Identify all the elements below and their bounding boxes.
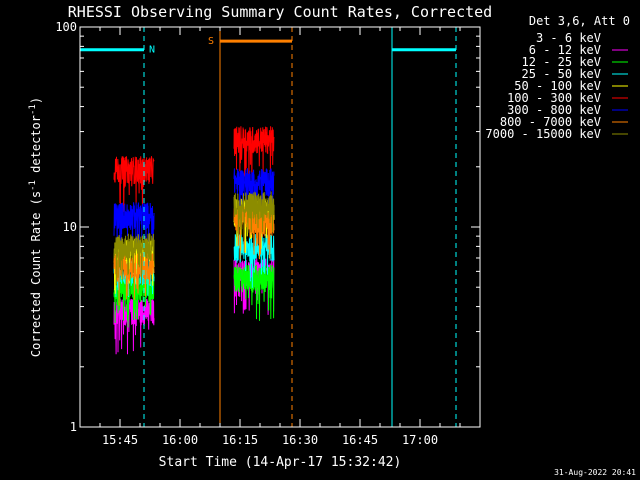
y-axis-label: Corrected Count Rate (s-1 detector-1) bbox=[28, 97, 43, 357]
series-7-segment-1 bbox=[113, 202, 155, 258]
x-axis: 15:45 16:00 16:15 16:30 16:45 17:00 bbox=[79, 27, 481, 447]
legend-entry-6: 100 - 300 keV bbox=[507, 91, 601, 105]
x-tick-label: 16:45 bbox=[342, 433, 378, 447]
series-9 bbox=[113, 191, 275, 286]
y-tick-label: 100 bbox=[55, 20, 77, 34]
series-7-segment-2 bbox=[233, 168, 275, 224]
series-8-segment-1 bbox=[113, 250, 155, 306]
marker-label-2: S bbox=[208, 36, 214, 47]
x-tick-label: 16:30 bbox=[282, 433, 318, 447]
legend-entry-8: 800 - 7000 keV bbox=[500, 115, 601, 129]
y-axis-label-main: Corrected Count Rate (s bbox=[29, 191, 43, 357]
y-axis-label-sup2: -1 bbox=[28, 104, 38, 115]
marker-2: S bbox=[208, 27, 293, 427]
legend-title: Det 3,6, Att 0 bbox=[529, 14, 630, 28]
y-axis-label-sup1: -1 bbox=[28, 180, 38, 191]
series-6-segment-2 bbox=[233, 126, 275, 182]
legend-entry-2: 6 - 12 keV bbox=[529, 43, 601, 57]
series-9-segment-1 bbox=[113, 232, 155, 286]
legend-entry-3: 12 - 25 keV bbox=[522, 55, 601, 69]
x-tick-label: 16:00 bbox=[162, 433, 198, 447]
x-tick-label: 15:45 bbox=[102, 433, 138, 447]
x-tick-label: 16:15 bbox=[222, 433, 258, 447]
series-6 bbox=[113, 126, 275, 212]
series-7 bbox=[113, 168, 275, 258]
timestamp-label: 31-Aug-2022 20:41 bbox=[554, 468, 636, 477]
legend-entry-1: 3 - 6 keV bbox=[536, 31, 601, 45]
marker-3 bbox=[391, 27, 457, 427]
marker-label-1: N bbox=[149, 45, 155, 56]
x-tick-label: 17:00 bbox=[402, 433, 438, 447]
legend-entry-4: 25 - 50 keV bbox=[522, 67, 601, 81]
legend-entry-5: 50 - 100 keV bbox=[514, 79, 601, 93]
legend-entry-7: 300 - 800 keV bbox=[507, 103, 601, 117]
legend-entry-9: 7000 - 15000 keV bbox=[485, 127, 601, 141]
chart-title: RHESSI Observing Summary Count Rates, Co… bbox=[68, 3, 492, 21]
y-tick-label: 1 bbox=[70, 420, 77, 434]
y-axis: 1 10 100 bbox=[55, 20, 480, 434]
y-axis-label-end: ) bbox=[29, 97, 43, 104]
series-6-segment-1 bbox=[113, 156, 155, 212]
series-9-segment-2 bbox=[233, 191, 275, 240]
x-axis-label: Start Time (14-Apr-17 15:32:42) bbox=[159, 455, 402, 470]
y-tick-label: 10 bbox=[63, 220, 77, 234]
y-axis-label-mid: detector bbox=[29, 115, 43, 180]
